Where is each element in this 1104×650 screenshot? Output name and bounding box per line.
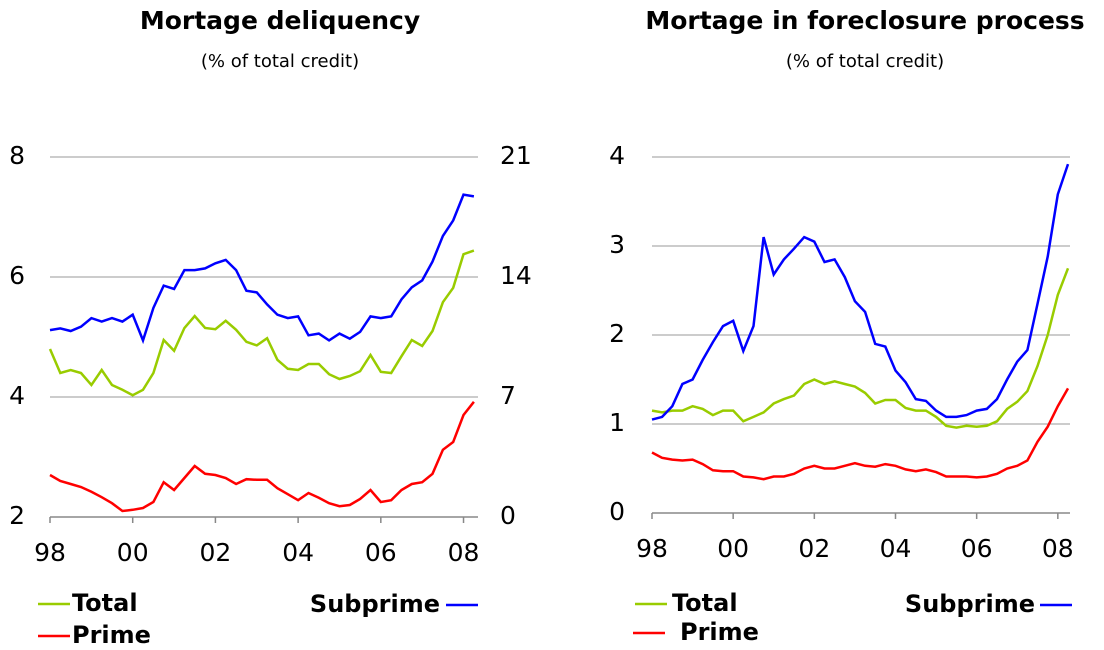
x-tick-label: 02	[798, 534, 830, 563]
x-tick-label: 06	[365, 538, 397, 567]
y2-tick-label: 14	[500, 261, 532, 290]
line-series	[651, 267, 1070, 429]
line-series	[49, 193, 475, 345]
legend-label: Subprime	[905, 590, 1035, 618]
x-tick-label: 06	[961, 534, 993, 563]
line-series	[651, 163, 1070, 421]
line-series	[49, 401, 475, 513]
x-tick-label: 04	[282, 538, 314, 567]
y2-tick-label: 0	[500, 501, 516, 530]
chart-title: Mortage in foreclosure process	[645, 6, 1084, 35]
legend-label: Total	[672, 589, 738, 617]
chart-title: Mortage deliquency	[140, 6, 420, 35]
chart-subtitle: (% of total credit)	[786, 51, 944, 72]
chart-subtitle: (% of total credit)	[201, 51, 359, 72]
y-tick-label: 1	[609, 408, 625, 437]
y-tick-label: 4	[9, 381, 25, 410]
x-tick-label: 00	[117, 538, 149, 567]
y2-tick-label: 7	[500, 381, 516, 410]
y-tick-label: 4	[609, 141, 625, 170]
y2-tick-label: 21	[500, 141, 532, 170]
x-tick-label: 00	[717, 534, 749, 563]
y-tick-label: 3	[609, 230, 625, 259]
legend-label: Prime	[680, 618, 759, 646]
legend-label: Subprime	[310, 590, 440, 618]
y-tick-label: 2	[9, 501, 25, 530]
x-tick-label: 98	[636, 534, 668, 563]
x-tick-label: 08	[448, 538, 480, 567]
line-series	[651, 387, 1070, 481]
legend-label: Total	[72, 589, 138, 617]
y-tick-label: 6	[9, 261, 25, 290]
x-tick-label: 98	[34, 538, 66, 567]
x-tick-label: 02	[200, 538, 232, 567]
y-tick-label: 0	[609, 497, 625, 526]
x-tick-label: 04	[880, 534, 912, 563]
legend-label: Prime	[72, 621, 151, 649]
line-series	[48, 249, 475, 397]
y-tick-label: 2	[609, 319, 625, 348]
y-tick-label: 8	[9, 141, 25, 170]
x-tick-label: 08	[1042, 534, 1074, 563]
